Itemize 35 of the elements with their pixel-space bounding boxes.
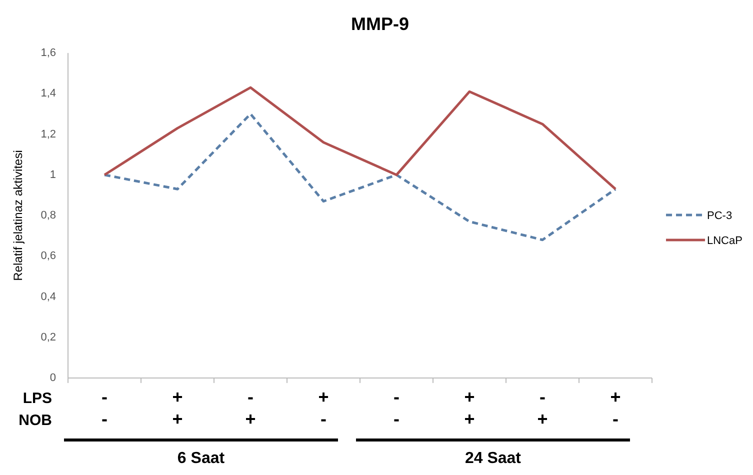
- y-tick-label: 0,2: [40, 331, 56, 344]
- text: +: [172, 409, 183, 429]
- y-tick-label: 1,6: [40, 47, 56, 59]
- text: -: [320, 409, 326, 429]
- y-tick-label: 0,6: [40, 250, 56, 262]
- text: -: [102, 387, 108, 407]
- y-tick-label: 1,4: [40, 88, 56, 100]
- text: +: [318, 387, 329, 407]
- text: -: [394, 387, 400, 407]
- chart-title: MMP-9: [351, 14, 409, 34]
- text: NOB: [18, 412, 52, 429]
- text: LPS: [22, 390, 52, 407]
- text: -: [612, 409, 618, 429]
- text: +: [537, 409, 548, 429]
- text: +: [464, 409, 475, 429]
- text: +: [172, 387, 183, 407]
- y-tick-label: 1: [50, 168, 56, 181]
- y-axis-title: Relatif jelatinaz aktivitesi: [11, 150, 25, 281]
- y-tick-label: 0: [50, 372, 56, 384]
- text: -: [102, 409, 108, 429]
- y-tick-label: 0,8: [40, 210, 56, 222]
- y-tick-label: 1,2: [40, 128, 56, 140]
- legend-label: LNCaP: [707, 235, 742, 247]
- text: +: [610, 387, 621, 407]
- text: 24 Saat: [464, 450, 522, 467]
- line-series: [103, 112, 617, 242]
- text: -: [394, 409, 400, 429]
- y-tick-label: 0,4: [40, 290, 56, 303]
- text: 6 Saat: [177, 450, 226, 467]
- text: +: [464, 387, 475, 407]
- text: -: [248, 387, 254, 407]
- legend-label: PC-3: [707, 210, 732, 222]
- text: +: [245, 409, 256, 429]
- text: -: [540, 387, 546, 407]
- line-series: [103, 86, 617, 190]
